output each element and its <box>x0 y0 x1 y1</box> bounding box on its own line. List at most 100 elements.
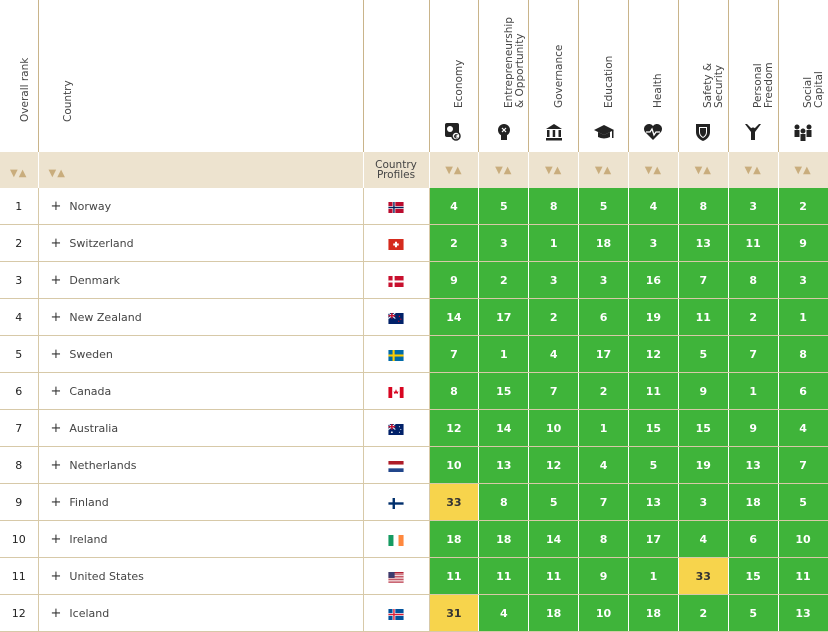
pillar-sort-toggle-education[interactable]: ▼▲ <box>578 152 629 188</box>
country-profile-cell[interactable] <box>363 261 430 299</box>
finland-flag-icon[interactable] <box>388 493 404 512</box>
pillar-sort-toggle-personal-freedom[interactable]: ▼▲ <box>728 152 779 188</box>
sort-arrows-icon: ▼▲ <box>694 164 712 176</box>
score-cell: 33 <box>429 483 480 521</box>
score-cell: 3 <box>628 224 679 262</box>
score-cell: 13 <box>728 446 779 484</box>
country-cell[interactable]: + Iceland <box>38 594 364 632</box>
score-cell: 3 <box>778 261 828 299</box>
united-states-flag-icon[interactable] <box>388 567 404 586</box>
expand-plus-icon[interactable]: + <box>50 346 62 362</box>
expand-plus-icon[interactable]: + <box>50 309 62 325</box>
country-name: Canada <box>69 384 112 398</box>
sort-arrows-icon: ▼▲ <box>10 167 28 179</box>
sort-arrows-icon: ▼▲ <box>644 164 663 176</box>
country-profile-cell[interactable] <box>363 483 430 521</box>
country-name: New Zealand <box>69 310 142 324</box>
economy-icon: € <box>430 122 479 144</box>
country-profile-cell[interactable] <box>363 335 430 373</box>
country-profile-cell[interactable] <box>363 188 430 225</box>
australia-flag-icon[interactable] <box>388 419 404 438</box>
country-profile-cell[interactable] <box>363 224 430 262</box>
score-cell: 18 <box>728 483 779 521</box>
iceland-flag-icon[interactable] <box>388 604 404 623</box>
score-cell: 4 <box>429 188 480 225</box>
country-sort-toggle[interactable]: ▼▲ <box>38 152 364 188</box>
country-cell[interactable]: + Australia <box>38 409 364 447</box>
country-profile-cell[interactable] <box>363 594 430 632</box>
score-cell: 14 <box>528 520 580 558</box>
pillar-sort-toggle-governance[interactable]: ▼▲ <box>528 152 580 188</box>
country-cell[interactable]: + Finland <box>38 483 364 521</box>
score-cell: 18 <box>429 520 480 558</box>
score-cell: 4 <box>678 520 729 558</box>
rank-sort-toggle[interactable]: ▼▲ <box>0 152 39 188</box>
canada-flag-icon[interactable] <box>388 382 404 401</box>
country-cell[interactable]: + New Zealand <box>38 298 364 336</box>
score-cell: 1 <box>578 409 629 447</box>
country-name: Norway <box>69 199 112 213</box>
pillar-sort-toggle-entrepreneurship-opportunity[interactable]: ▼▲ <box>478 152 530 188</box>
sweden-flag-icon[interactable] <box>388 345 404 364</box>
netherlands-flag-icon[interactable] <box>388 456 404 475</box>
sort-arrows-icon: ▼▲ <box>794 164 812 176</box>
pillar-sort-toggle-economy[interactable]: ▼▲ <box>429 152 480 188</box>
svg-text:€: € <box>453 134 458 141</box>
country-cell[interactable]: + Sweden <box>38 335 364 373</box>
sort-arrows-icon: ▼▲ <box>544 164 563 176</box>
country-cell[interactable]: + Canada <box>38 372 364 410</box>
country-profile-cell[interactable] <box>363 557 430 595</box>
country-cell[interactable]: + United States <box>38 557 364 595</box>
rank-cell: 5 <box>0 335 39 373</box>
country-profile-cell[interactable] <box>363 520 430 558</box>
country-profile-cell[interactable] <box>363 372 430 410</box>
country-cell[interactable]: + Switzerland <box>38 224 364 262</box>
expand-plus-icon[interactable]: + <box>50 272 62 288</box>
sort-arrows-icon: ▼▲ <box>445 164 463 176</box>
pillar-sort-toggle-health[interactable]: ▼▲ <box>628 152 679 188</box>
expand-plus-icon[interactable]: + <box>50 235 62 251</box>
expand-plus-icon[interactable]: + <box>50 605 62 621</box>
expand-plus-icon[interactable]: + <box>50 383 62 399</box>
expand-plus-icon[interactable]: + <box>50 531 62 547</box>
country-cell[interactable]: + Netherlands <box>38 446 364 484</box>
ireland-flag-icon[interactable] <box>388 530 404 549</box>
country-cell[interactable]: + Denmark <box>38 261 364 299</box>
pillar-header-label: Governance <box>552 44 565 108</box>
pillar-header-label: Economy <box>452 59 465 108</box>
score-cell: 9 <box>778 224 828 262</box>
score-cell: 18 <box>578 224 629 262</box>
country-cell[interactable]: + Ireland <box>38 520 364 558</box>
score-cell: 17 <box>578 335 629 373</box>
expand-plus-icon[interactable]: + <box>50 457 62 473</box>
expand-plus-icon[interactable]: + <box>50 198 62 214</box>
country-profile-cell[interactable] <box>363 446 430 484</box>
pillar-sort-toggle-social-capital[interactable]: ▼▲ <box>778 152 828 188</box>
country-cell[interactable]: + Norway <box>38 188 364 225</box>
pillar-sort-toggle-safety-security[interactable]: ▼▲ <box>678 152 729 188</box>
score-cell: 6 <box>778 372 828 410</box>
switzerland-flag-icon[interactable] <box>388 234 404 253</box>
country-name: Iceland <box>69 606 110 620</box>
country-profile-cell[interactable] <box>363 298 430 336</box>
score-cell: 2 <box>678 594 729 632</box>
score-cell: 13 <box>628 483 679 521</box>
score-cell: 7 <box>578 483 629 521</box>
rank-cell: 9 <box>0 483 39 521</box>
country-profile-cell[interactable] <box>363 409 430 447</box>
score-cell: 12 <box>528 446 580 484</box>
score-cell: 5 <box>778 483 828 521</box>
score-cell: 7 <box>528 372 580 410</box>
expand-plus-icon[interactable]: + <box>50 420 62 436</box>
country-name: Sweden <box>69 347 113 361</box>
score-cell: 10 <box>578 594 629 632</box>
pillar-header-label: Education <box>602 55 615 108</box>
score-cell: 11 <box>429 557 480 595</box>
norway-flag-icon[interactable] <box>388 197 404 216</box>
expand-plus-icon[interactable]: + <box>50 568 62 584</box>
score-cell: 11 <box>628 372 679 410</box>
new-zealand-flag-icon[interactable] <box>388 308 404 327</box>
rank-cell: 12 <box>0 594 39 632</box>
expand-plus-icon[interactable]: + <box>50 494 62 510</box>
denmark-flag-icon[interactable] <box>388 271 404 290</box>
